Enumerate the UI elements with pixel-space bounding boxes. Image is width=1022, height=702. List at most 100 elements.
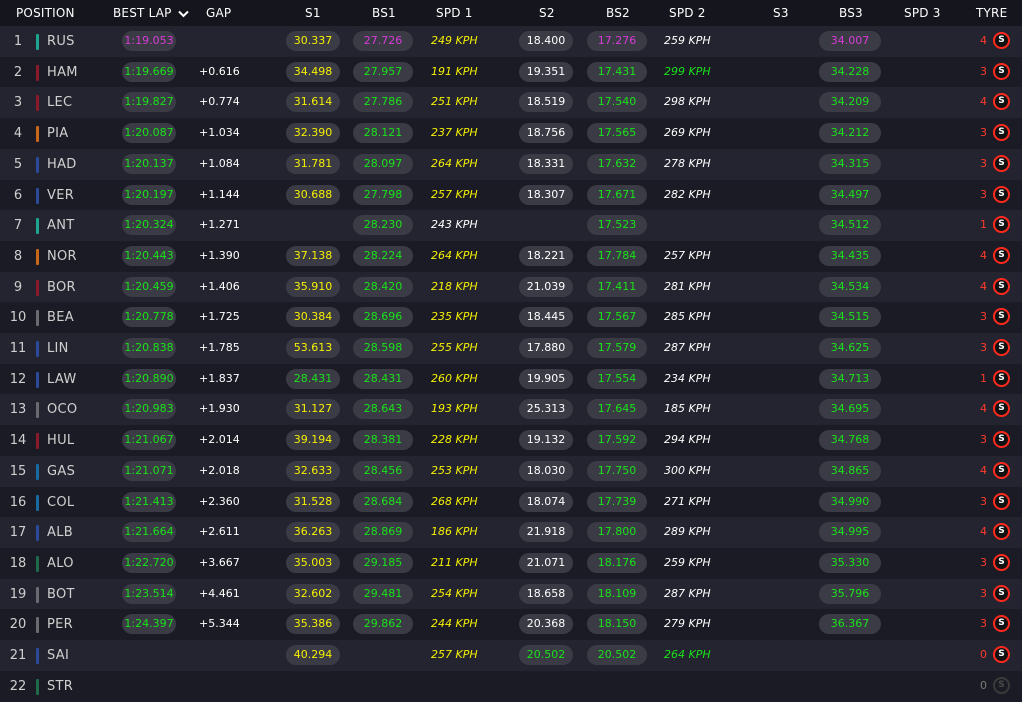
bs3-time: 34.007 xyxy=(819,31,881,51)
bs2-time: 17.565 xyxy=(587,123,647,144)
table-row[interactable]: 18 ALO 1:22.720 +3.667 35.003 29.185 211 KPH 21… xyxy=(0,547,1022,579)
header-position[interactable]: POSITION xyxy=(16,6,75,20)
header-gap[interactable]: GAP xyxy=(206,6,232,20)
driver-code[interactable]: BOT xyxy=(47,586,75,602)
table-row[interactable]: 20 PER 1:24.397 +5.344 35.386 29.862 244 KPH 20… xyxy=(0,609,1022,641)
driver-code[interactable]: ALB xyxy=(47,525,73,541)
driver-code[interactable]: PIA xyxy=(47,126,69,142)
position-number: 4 xyxy=(13,126,23,142)
table-row[interactable]: 8 NOR 1:20.443 +1.390 37.138 28.224 264 KPH 18.… xyxy=(0,240,1022,272)
bs3-time: 35.796 xyxy=(819,583,881,604)
table-row[interactable]: 16 COL 1:21.413 +2.360 31.528 28.684 268 KPH 18… xyxy=(0,486,1022,518)
table-row[interactable]: 7 ANT 1:20.324 +1.271 28.230 243 KPH 17.523 34.… xyxy=(0,210,1022,242)
header-bs3[interactable]: BS3 xyxy=(839,6,863,20)
header-s2[interactable]: S2 xyxy=(539,6,555,20)
tyre-soft-icon: S xyxy=(993,308,1010,326)
header-tyre[interactable]: TYRE xyxy=(976,6,1008,20)
spd1-speed: 264 KPH xyxy=(431,156,478,170)
driver-code[interactable]: HAD xyxy=(47,156,77,172)
header-best-lap[interactable]: BEST LAP xyxy=(113,6,189,20)
table-row[interactable]: 15 GAS 1:21.071 +2.018 32.633 28.456 253 KPH 18… xyxy=(0,455,1022,487)
best-time: 1:20.983 xyxy=(122,399,176,420)
driver-code[interactable]: LIN xyxy=(47,341,69,356)
driver-code[interactable]: GAS xyxy=(47,463,76,479)
bs3-time: 34.865 xyxy=(819,460,881,481)
table-row[interactable]: 6 VER 1:20.197 +1.144 30.688 27.798 257 KPH 18.… xyxy=(0,179,1022,211)
driver-code[interactable]: COL xyxy=(47,494,75,510)
spd1-speed: 249 KPH xyxy=(431,34,478,47)
gap-value: +1.084 xyxy=(199,156,240,170)
table-row[interactable]: 5 HAD 1:20.137 +1.084 31.781 28.097 264 KPH 18.… xyxy=(0,148,1022,180)
bs3-time: 34.512 xyxy=(819,215,881,236)
driver-code[interactable]: OCO xyxy=(47,402,78,418)
driver-code[interactable]: SAI xyxy=(47,648,70,663)
driver-code[interactable]: PER xyxy=(47,617,73,633)
bs2-time: 17.411 xyxy=(587,276,647,297)
team-color-bar xyxy=(36,525,39,542)
spd2-speed: 264 KPH xyxy=(664,648,711,661)
driver-code[interactable]: STR xyxy=(47,678,74,694)
table-row[interactable]: 1 RUS 1:19.053 30.337 27.726 249 KPH 18.400 17.… xyxy=(0,26,1022,57)
table-row[interactable]: 17 ALB 1:21.664 +2.611 36.263 28.869 186 KPH 21… xyxy=(0,517,1022,549)
table-row[interactable]: 12 LAW 1:20.890 +1.837 28.431 28.431 260 KPH 19… xyxy=(0,363,1022,395)
s1-time: 31.614 xyxy=(286,92,340,113)
table-row[interactable]: 11 LIN 1:20.838 +1.785 53.613 28.598 255 KPH 17… xyxy=(0,333,1022,364)
s1-time: 32.390 xyxy=(286,123,340,144)
driver-code[interactable]: LAW xyxy=(47,371,77,387)
table-row[interactable]: 4 PIA 1:20.087 +1.034 32.390 28.121 237 KPH 18.… xyxy=(0,118,1022,150)
spd2-speed: 259 KPH xyxy=(664,555,711,569)
driver-code[interactable]: LEC xyxy=(47,95,73,111)
driver-code[interactable]: VER xyxy=(47,187,75,203)
position-number: 18 xyxy=(9,555,27,571)
table-row[interactable]: 9 BOR 1:20.459 +1.406 35.910 28.420 218 KPH 21.… xyxy=(0,271,1022,303)
spd1-speed: 228 KPH xyxy=(431,433,478,447)
header-spd3[interactable]: SPD 3 xyxy=(904,6,941,20)
header-spd2[interactable]: SPD 2 xyxy=(669,6,706,20)
driver-code[interactable]: ALO xyxy=(47,555,74,571)
bs1-time: 28.230 xyxy=(353,215,413,236)
s2-time: 20.502 xyxy=(519,645,573,665)
table-row[interactable]: 21 SAI 40.294 257 KPH 20.502 20.502 264 KPH 0 S xyxy=(0,640,1022,671)
table-row[interactable]: 2 HAM 1:19.669 +0.616 34.498 27.957 191 KPH 19.… xyxy=(0,56,1022,88)
chevron-down-icon xyxy=(177,10,189,17)
driver-code[interactable]: BOR xyxy=(47,279,76,295)
spd2-speed: 287 KPH xyxy=(664,586,711,600)
table-row[interactable]: 22 STR 0 S xyxy=(0,670,1022,702)
driver-code[interactable]: RUS xyxy=(47,34,75,49)
header-best-lap-label: BEST LAP xyxy=(113,6,172,20)
team-color-bar xyxy=(36,34,39,50)
driver-code[interactable]: HUL xyxy=(47,433,75,449)
tyre-age: 4 xyxy=(980,95,987,109)
table-row[interactable]: 19 BOT 1:23.514 +4.461 32.602 29.481 254 KPH 18… xyxy=(0,578,1022,610)
spd2-speed: 287 KPH xyxy=(664,341,711,354)
tyre-age: 3 xyxy=(980,586,987,600)
bs1-time: 28.598 xyxy=(353,338,413,358)
bs1-time: 27.786 xyxy=(353,92,413,113)
header-s1[interactable]: S1 xyxy=(305,6,321,20)
bs1-time: 28.869 xyxy=(353,522,413,543)
header-bs2[interactable]: BS2 xyxy=(606,6,630,20)
bs3-time: 34.515 xyxy=(819,307,881,328)
spd2-speed: 257 KPH xyxy=(664,248,711,262)
bs2-time: 17.540 xyxy=(587,92,647,113)
driver-code[interactable]: BEA xyxy=(47,310,74,326)
position-number: 13 xyxy=(9,402,27,418)
driver-code[interactable]: HAM xyxy=(47,64,78,80)
spd2-speed: 279 KPH xyxy=(664,617,711,631)
s1-time: 53.613 xyxy=(286,338,340,358)
table-row[interactable]: 3 LEC 1:19.827 +0.774 31.614 27.786 251 KPH 18.… xyxy=(0,87,1022,119)
table-row[interactable]: 14 HUL 1:21.067 +2.014 39.194 28.381 228 KPH 19… xyxy=(0,425,1022,457)
team-color-bar xyxy=(36,248,39,265)
header-bs1[interactable]: BS1 xyxy=(372,6,396,20)
position-number: 15 xyxy=(9,463,27,479)
table-row[interactable]: 13 OCO 1:20.983 +1.930 31.127 28.643 193 KPH 25… xyxy=(0,394,1022,426)
header-s3[interactable]: S3 xyxy=(773,6,789,20)
team-color-bar xyxy=(36,310,39,327)
driver-code[interactable]: ANT xyxy=(47,218,75,234)
bs3-time: 34.695 xyxy=(819,399,881,420)
header-spd1[interactable]: SPD 1 xyxy=(436,6,473,20)
table-row[interactable]: 10 BEA 1:20.778 +1.725 30.384 28.696 235 KPH 18… xyxy=(0,302,1022,334)
spd1-speed: 257 KPH xyxy=(431,648,478,661)
driver-code[interactable]: NOR xyxy=(47,248,77,264)
